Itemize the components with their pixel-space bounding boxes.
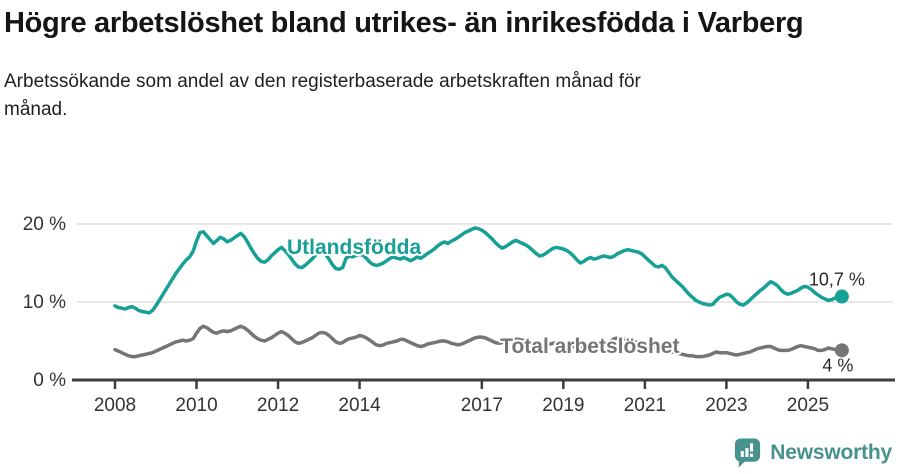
x-axis-label: 2019 [542,395,584,416]
newsworthy-logo-icon [735,438,761,468]
series-end-dot [834,343,849,358]
series-line-total-arbetsl-shet [113,324,844,359]
page-subtitle: Arbetssökande som andel av den registerb… [4,71,641,120]
brand-wordmark: Newsworthy [770,440,892,464]
series-end-value-label: 10,7 % [809,270,865,290]
series-label: Total arbetslöshet [500,335,679,358]
logo-bar-1 [741,451,745,457]
logo-bubble-tail [739,458,748,468]
x-axis-label: 2008 [94,395,136,416]
chart-header: Högre arbetslöshet bland utrikes- än inr… [4,4,884,123]
page-title: Högre arbetslöshet bland utrikes- än inr… [4,7,804,39]
series-end-value-label: 4 % [822,355,853,375]
y-axis-label: 0 % [33,370,66,391]
y-axis-label: 10 % [23,292,66,313]
series-line-utlandsf-dda [113,226,844,315]
brand-footer: Newsworthy [732,436,892,469]
x-axis-label: 2010 [175,395,217,416]
x-axis-label: 2023 [705,395,747,416]
logo-exclamation-dot [750,453,754,457]
x-axis-label: 2012 [257,395,299,416]
series-end-dot [834,289,849,304]
x-axis-label: 2021 [624,395,666,416]
logo-bar-2 [745,448,749,457]
x-axis-label: 2025 [787,395,829,416]
series-label: Utlandsfödda [287,236,421,259]
x-axis-label: 2014 [338,395,381,416]
y-axis-label: 20 % [23,214,66,235]
logo-exclamation-bar [750,443,754,452]
x-axis-label: 2017 [461,395,503,416]
